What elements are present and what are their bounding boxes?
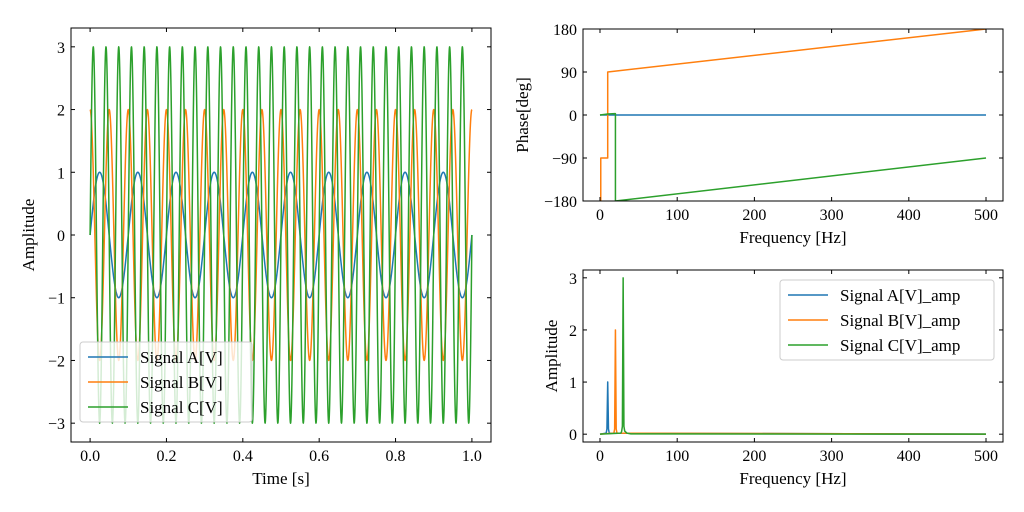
time-series-3-line xyxy=(89,46,473,424)
phase-ylabel: Phase[deg] xyxy=(513,77,532,153)
amplitude-xtick-label: 0 xyxy=(596,448,604,465)
time-ytick-label: −2 xyxy=(48,353,65,370)
time-legend-label-1: Signal A[V] xyxy=(140,348,223,367)
phase-xtick-label: 0 xyxy=(596,207,604,224)
amplitude-ylabel: Amplitude xyxy=(542,320,561,393)
time-legend-label-2: Signal B[V] xyxy=(140,373,223,392)
time-xtick-label: 0.0 xyxy=(80,448,100,465)
amplitude-xtick-label: 100 xyxy=(665,448,689,465)
time-ytick-label: 3 xyxy=(57,40,65,57)
time-series-group xyxy=(89,46,473,424)
amplitude-series-3-line xyxy=(599,277,987,435)
time-xtick-label: 0.8 xyxy=(386,448,406,465)
time-ytick-label: −3 xyxy=(48,416,65,433)
amplitude-xtick-label: 500 xyxy=(974,448,998,465)
phase-xlabel: Frequency [Hz] xyxy=(739,228,846,247)
amplitude-legend-label-2: Signal B[V]_amp xyxy=(840,311,960,330)
phase-series-group xyxy=(599,29,987,201)
time-legend-box xyxy=(79,341,253,423)
time-xtick-label: 0.6 xyxy=(309,448,329,465)
time-ytick-label: −1 xyxy=(48,291,65,308)
amplitude-legend-label-1: Signal A[V]_amp xyxy=(840,286,960,305)
phase-xtick-label: 100 xyxy=(665,207,689,224)
amplitude-ytick-label: 3 xyxy=(569,271,577,288)
amplitude-xtick-label: 400 xyxy=(897,448,921,465)
amplitude-legend-label-3: Signal C[V]_amp xyxy=(840,336,960,355)
time-legend-label-3: Signal C[V] xyxy=(140,398,223,417)
time-legend: Signal A[V] Signal B[V] Signal C[V] xyxy=(79,341,253,423)
amplitude-legend-box xyxy=(779,279,995,361)
time-xtick-label: 0.4 xyxy=(233,448,253,465)
phase-ytick-label: −90 xyxy=(552,151,577,168)
phase-ytick-label: 90 xyxy=(561,65,577,82)
time-xlabel: Time [s] xyxy=(252,469,309,488)
phase-series-2-line xyxy=(599,29,987,201)
amplitude-series-1-line xyxy=(599,381,987,435)
phase-xtick-label: 200 xyxy=(742,207,766,224)
phase-chart: 0 100 200 300 400 500 −180 −90 0 90 180 Frequency [… xyxy=(513,22,1004,247)
amplitude-axes-frame xyxy=(582,269,1004,443)
phase-ytick-label: 180 xyxy=(553,22,577,39)
time-ylabel: Amplitude xyxy=(19,199,38,272)
phase-ytick-label: 0 xyxy=(569,108,577,125)
time-ytick-label: 1 xyxy=(57,165,65,182)
amplitude-series-group xyxy=(599,277,987,435)
time-ytick-label: 2 xyxy=(57,103,65,120)
time-ytick-label: 0 xyxy=(57,228,65,245)
amplitude-xtick-label: 300 xyxy=(820,448,844,465)
phase-series-3-line xyxy=(599,112,987,201)
amplitude-legend: Signal A[V]_amp Signal B[V]_amp Signal C[V… xyxy=(779,279,995,361)
amplitude-ytick-label: 1 xyxy=(569,375,577,392)
phase-xtick-label: 500 xyxy=(974,207,998,224)
amplitude-xlabel: Frequency [Hz] xyxy=(739,469,846,488)
phase-ytick-label: −180 xyxy=(544,194,577,211)
phase-xtick-label: 300 xyxy=(820,207,844,224)
time-chart: 0.0 0.2 0.4 0.6 0.8 1.0 −3 −2 −1 0 1 2 3 Time [s] Ampl… xyxy=(19,27,492,488)
time-xtick-label: 1.0 xyxy=(462,448,482,465)
amplitude-ytick-label: 2 xyxy=(569,323,577,340)
phase-xtick-label: 400 xyxy=(897,207,921,224)
amplitude-ytick-label: 0 xyxy=(569,427,577,444)
time-xtick-label: 0.2 xyxy=(156,448,176,465)
amplitude-chart: 0 100 200 300 400 500 0 1 2 3 Frequency [Hz] Amplit… xyxy=(542,269,1004,488)
amplitude-xtick-label: 200 xyxy=(742,448,766,465)
